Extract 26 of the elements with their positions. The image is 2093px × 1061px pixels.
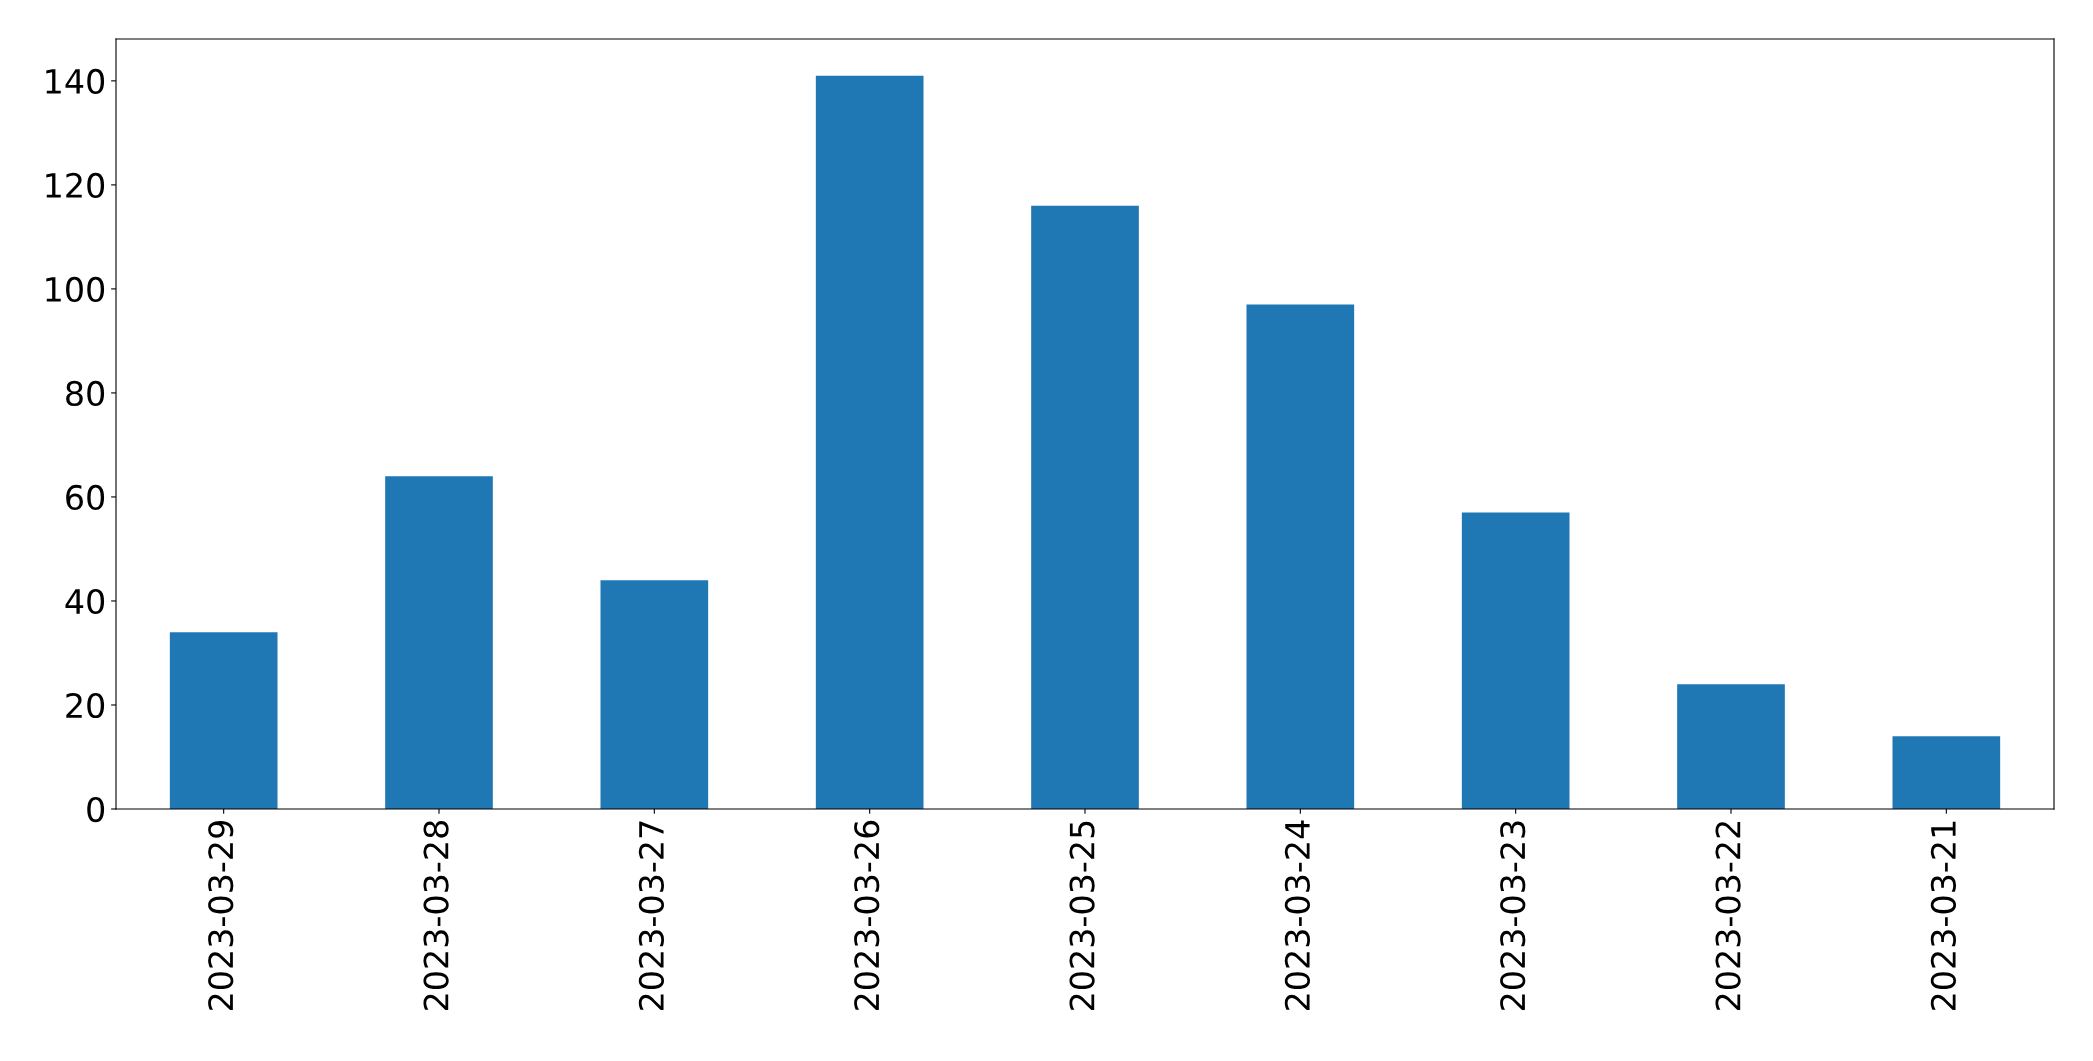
x-tick-label: 2023-03-29 [208,821,234,1010]
bar [815,75,924,809]
y-tick-label: 100 [46,276,105,303]
bar [385,476,493,809]
bar [169,632,278,809]
bar [1892,736,2001,809]
bar [1031,205,1139,809]
x-tick-label: 2023-03-21 [1930,821,1957,1010]
bar [600,580,709,809]
x-tick-label: 2023-03-26 [854,820,880,1010]
bar [1677,684,1785,809]
x-tick-label: 2023-03-25 [1069,821,1095,1010]
x-tick-label: 2023-03-23 [1500,821,1526,1010]
y-tick-label: 140 [46,68,105,95]
y-tick-label: 60 [66,484,105,511]
x-tick-label: 2023-03-24 [1284,820,1311,1010]
y-tick-label: 120 [46,172,105,199]
x-tick-label: 2023-03-22 [1715,822,1741,1010]
y-tick-label: 80 [66,380,105,407]
bar [1461,512,1570,809]
x-tick-label: 2023-03-27 [638,821,665,1010]
x-tick-label: 2023-03-28 [423,821,449,1010]
y-tick-label: 20 [66,692,105,719]
bar [1246,304,1355,809]
y-tick-label: 40 [65,588,105,615]
y-tick-label: 0 [87,796,105,823]
